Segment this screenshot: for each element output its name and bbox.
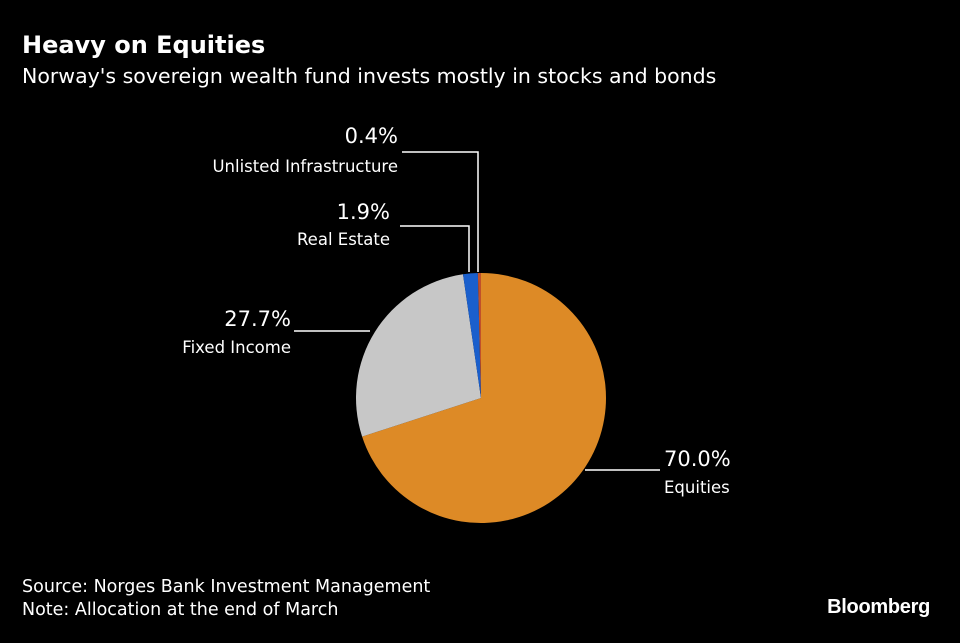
leader-line-real-estate [400,225,470,272]
data-label-equities: Equities [664,478,730,497]
footnote: Note: Allocation at the end of March [22,600,339,620]
pie-slice-real-estate [462,273,481,398]
pie-slice-fixed-income [356,274,481,437]
data-label-equities-value: 70.0% [664,447,731,471]
source-note: Source: Norges Bank Investment Managemen… [22,577,431,597]
data-label-unlisted-infrastructure-value: 0.4% [345,124,398,148]
data-label-unlisted-infrastructure: Unlisted Infrastructure [212,157,398,176]
pie-slice-unlisted-infrastructure [477,273,481,398]
data-label-real-estate-value: 1.9% [337,200,390,224]
bloomberg-logo: Bloomberg [827,596,930,618]
pie-slices [356,273,606,523]
leader-line-unlisted-infrastructure [402,151,479,272]
data-label-fixed-income-value: 27.7% [224,307,291,331]
chart-subtitle: Norway's sovereign wealth fund invests m… [22,64,717,88]
chart-title: Heavy on Equities [22,31,266,59]
data-label-fixed-income: Fixed Income [182,338,291,357]
data-label-real-estate: Real Estate [297,230,390,249]
pie-slice-equities [362,273,606,523]
